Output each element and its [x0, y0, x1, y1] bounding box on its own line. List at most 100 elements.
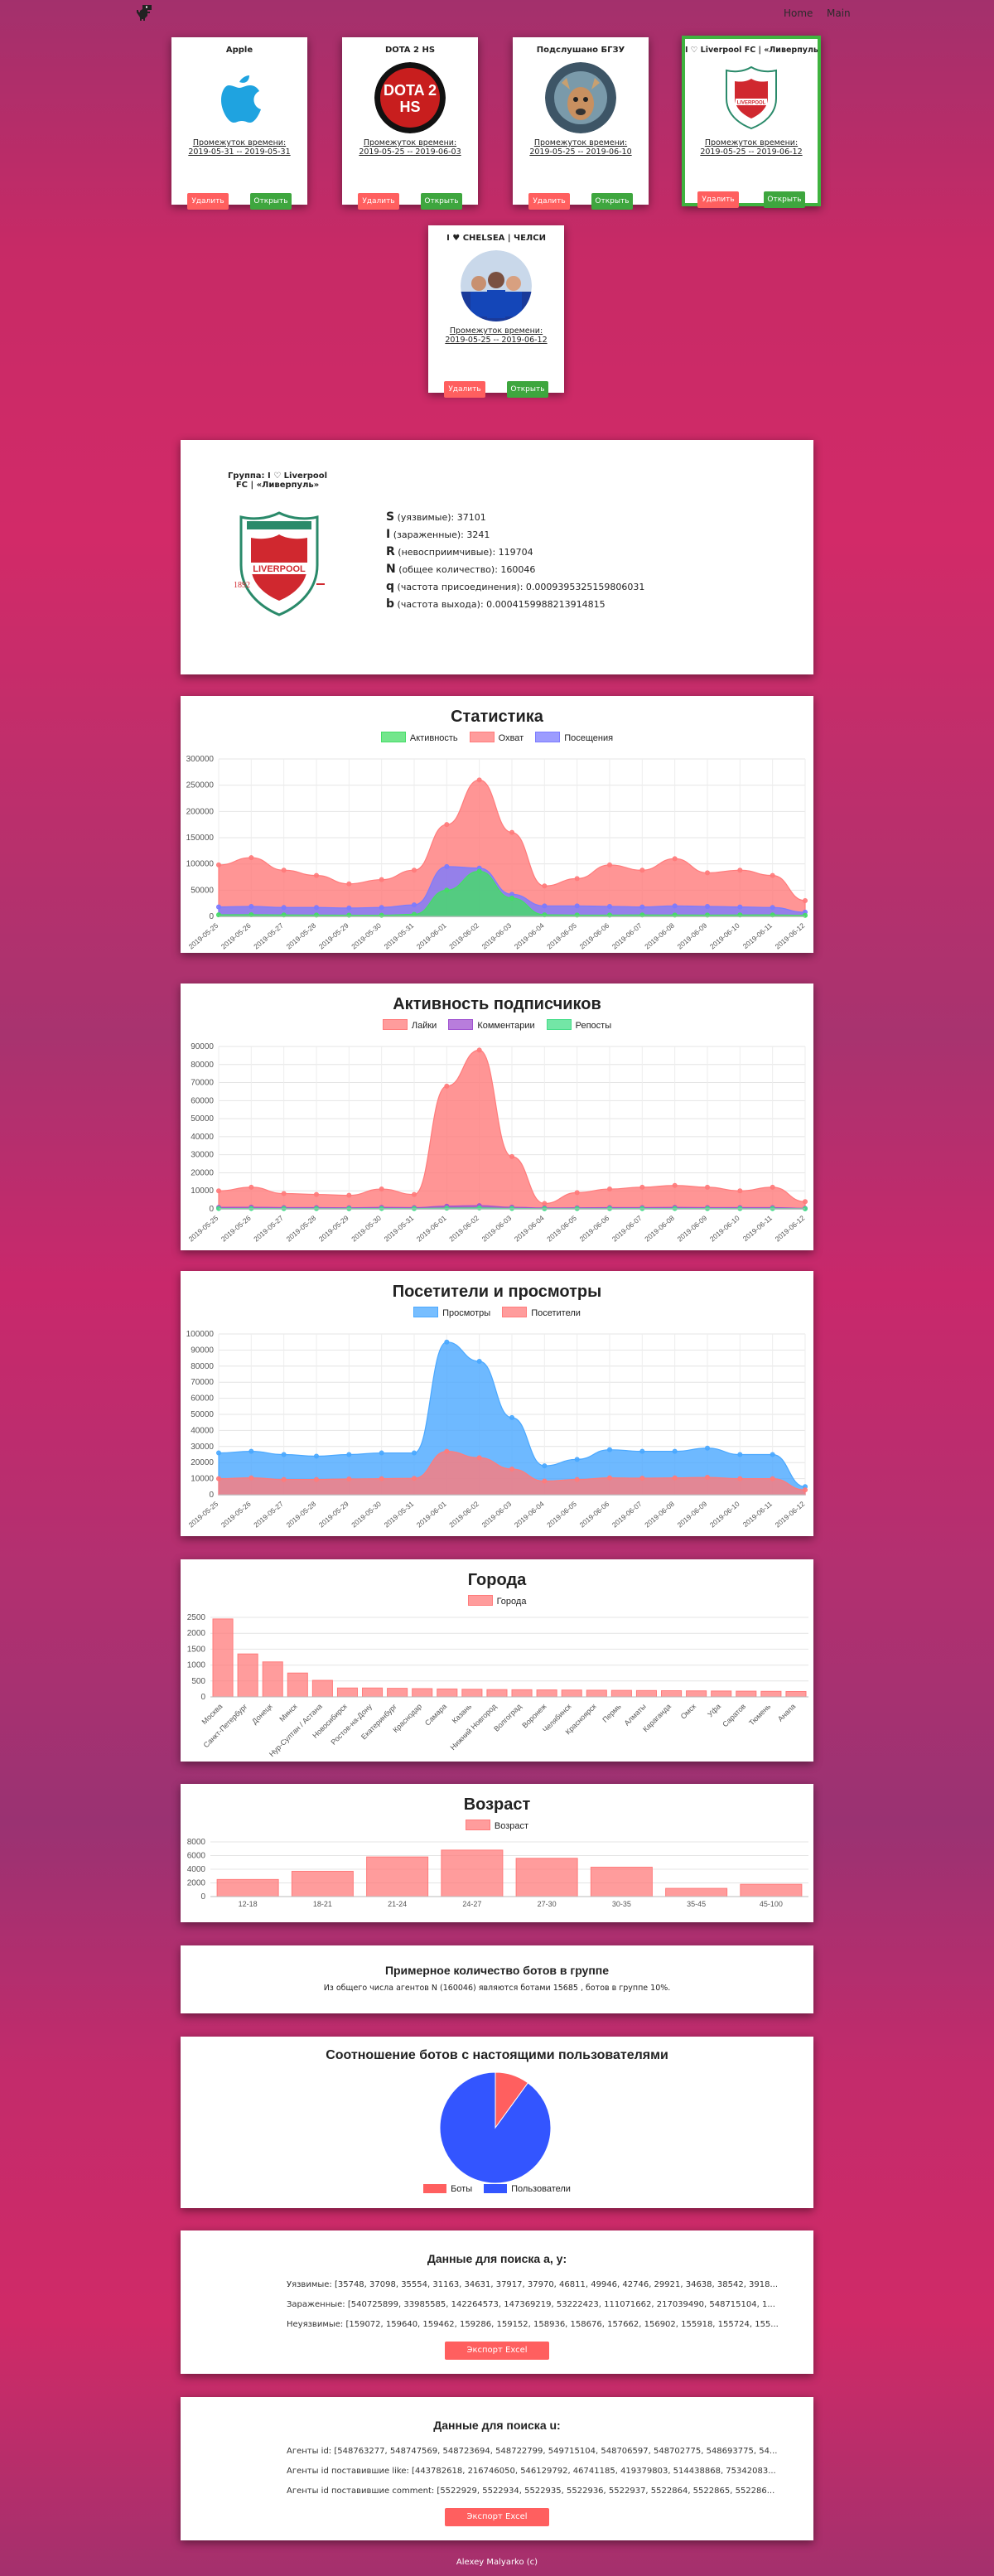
delete-button[interactable]: Удалить [444, 381, 485, 398]
data-point[interactable] [770, 1184, 775, 1190]
data-point[interactable] [574, 903, 580, 909]
data-point[interactable] [639, 912, 645, 918]
data-point[interactable] [314, 1191, 319, 1197]
data-point[interactable] [542, 903, 548, 909]
legend-item[interactable]: Комментарии [448, 1019, 535, 1031]
bar[interactable] [736, 1690, 757, 1698]
bar[interactable] [665, 1887, 728, 1897]
data-point[interactable] [542, 1478, 548, 1484]
data-point[interactable] [542, 1463, 548, 1469]
data-point[interactable] [314, 1476, 319, 1482]
data-point[interactable] [281, 912, 287, 918]
period-value[interactable]: 2019-05-25 -- 2019-06-12 [700, 147, 803, 157]
data-point[interactable] [412, 1450, 417, 1456]
export-excel-button[interactable]: Экспорт Excel [445, 2508, 549, 2526]
legend-item[interactable]: Просмотры [413, 1307, 490, 1318]
open-button[interactable]: Открыть [421, 193, 462, 210]
data-point[interactable] [444, 822, 450, 828]
bar[interactable] [287, 1672, 308, 1698]
legend-bots[interactable]: Боты [423, 2184, 472, 2194]
data-point[interactable] [770, 912, 775, 918]
bar[interactable] [387, 1688, 408, 1698]
bar[interactable] [366, 1856, 429, 1897]
data-point[interactable] [248, 1475, 254, 1481]
data-point[interactable] [216, 1476, 221, 1481]
period-value[interactable]: 2019-05-25 -- 2019-06-03 [359, 147, 461, 157]
period-value[interactable]: 2019-05-31 -- 2019-05-31 [188, 147, 291, 157]
delete-button[interactable]: Удалить [528, 193, 570, 210]
data-point[interactable] [607, 1187, 612, 1192]
bar[interactable] [461, 1689, 483, 1698]
bar[interactable] [362, 1687, 384, 1698]
data-point[interactable] [770, 1476, 775, 1481]
data-point[interactable] [770, 905, 775, 911]
data-point[interactable] [509, 1466, 514, 1472]
data-point[interactable] [476, 1455, 482, 1461]
data-point[interactable] [379, 1450, 384, 1456]
data-point[interactable] [639, 1184, 645, 1190]
bar[interactable] [740, 1883, 803, 1897]
data-point[interactable] [379, 1187, 384, 1192]
data-point[interactable] [281, 1452, 287, 1457]
data-point[interactable] [542, 912, 548, 918]
bar[interactable] [237, 1653, 258, 1698]
data-point[interactable] [216, 1450, 221, 1456]
data-point[interactable] [509, 1414, 514, 1420]
data-point[interactable] [672, 1448, 678, 1454]
data-point[interactable] [281, 868, 287, 873]
data-point[interactable] [248, 1184, 254, 1190]
data-point[interactable] [444, 1206, 450, 1211]
open-button[interactable]: Открыть [591, 193, 633, 210]
data-point[interactable] [444, 863, 450, 869]
nav-home-link[interactable]: Home [784, 7, 813, 19]
data-point[interactable] [639, 1448, 645, 1454]
data-point[interactable] [379, 905, 384, 911]
data-point[interactable] [216, 912, 221, 918]
bar[interactable] [212, 1618, 234, 1698]
data-point[interactable] [705, 1475, 710, 1481]
data-point[interactable] [803, 1487, 808, 1493]
open-button[interactable]: Открыть [764, 191, 805, 208]
open-button[interactable]: Открыть [507, 381, 548, 398]
nav-main-link[interactable]: Main [827, 7, 851, 19]
data-point[interactable] [476, 1205, 482, 1211]
delete-button[interactable]: Удалить [697, 191, 739, 208]
data-point[interactable] [346, 905, 352, 911]
data-point[interactable] [476, 1047, 482, 1053]
bar[interactable] [311, 1679, 333, 1698]
data-point[interactable] [542, 1201, 548, 1206]
data-point[interactable] [248, 855, 254, 861]
period-value[interactable]: 2019-05-25 -- 2019-06-12 [445, 336, 548, 345]
data-point[interactable] [379, 1476, 384, 1481]
bar[interactable] [216, 1878, 279, 1897]
data-point[interactable] [574, 876, 580, 882]
data-point[interactable] [770, 1452, 775, 1457]
data-point[interactable] [672, 1182, 678, 1188]
pie-slice-users[interactable] [439, 2071, 552, 2184]
data-point[interactable] [770, 872, 775, 878]
data-point[interactable] [216, 862, 221, 868]
delete-button[interactable]: Удалить [358, 193, 399, 210]
bar[interactable] [441, 1849, 504, 1897]
legend-item[interactable]: Посещения [535, 732, 613, 743]
bar[interactable] [686, 1690, 707, 1698]
dino-logo-icon[interactable] [136, 4, 154, 21]
data-point[interactable] [574, 1457, 580, 1462]
data-point[interactable] [476, 868, 482, 874]
data-point[interactable] [737, 1452, 743, 1457]
data-point[interactable] [672, 1475, 678, 1481]
legend-item[interactable]: Охват [469, 732, 524, 743]
data-point[interactable] [542, 883, 548, 889]
bar[interactable] [635, 1689, 657, 1698]
data-point[interactable] [281, 905, 287, 911]
legend-item[interactable]: Посетители [502, 1307, 581, 1318]
bar[interactable] [586, 1689, 607, 1698]
open-button[interactable]: Открыть [250, 193, 292, 210]
data-point[interactable] [672, 903, 678, 909]
data-point[interactable] [412, 868, 417, 873]
data-point[interactable] [737, 868, 743, 873]
data-point[interactable] [281, 1191, 287, 1196]
data-point[interactable] [281, 1476, 287, 1482]
data-point[interactable] [509, 1206, 514, 1211]
data-point[interactable] [346, 1476, 352, 1481]
